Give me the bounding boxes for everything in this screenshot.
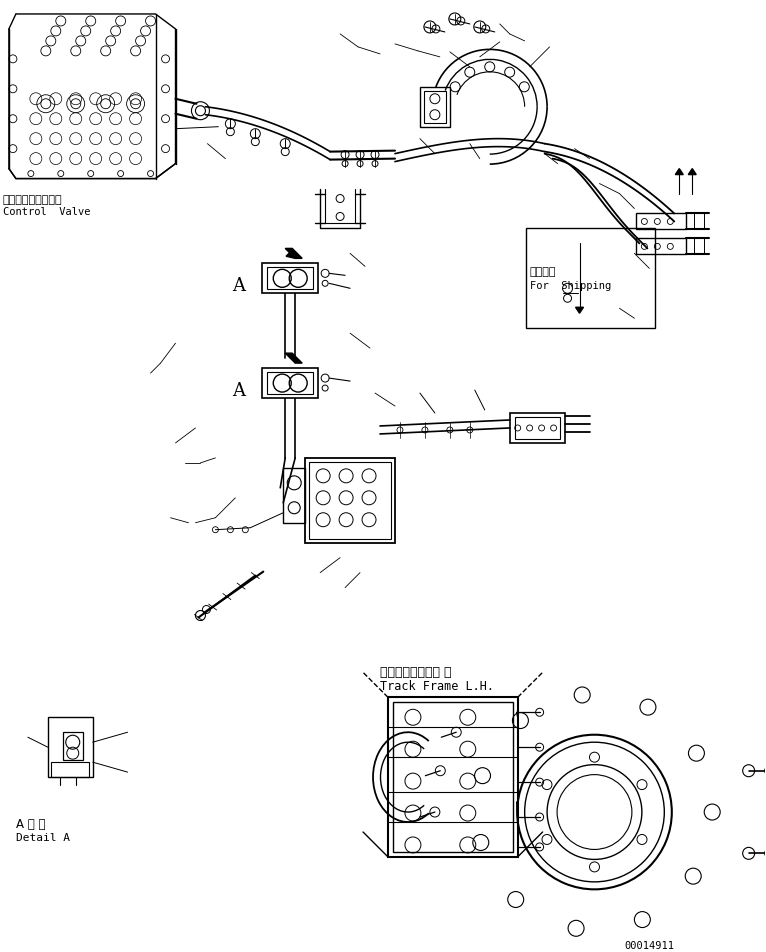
Polygon shape	[286, 250, 295, 259]
Text: A 詳 細: A 詳 細	[16, 817, 45, 830]
Bar	[267, 268, 313, 290]
Polygon shape	[676, 169, 683, 175]
Polygon shape	[689, 169, 696, 175]
Bar	[525, 229, 656, 328]
Polygon shape	[575, 307, 584, 314]
Bar	[305, 459, 395, 543]
Text: 00014911: 00014911	[624, 940, 674, 950]
Bar	[47, 718, 93, 777]
Bar	[515, 418, 560, 440]
Text: 運斐部品: 運斐部品	[529, 268, 556, 277]
Text: A: A	[232, 382, 245, 400]
Bar	[637, 214, 686, 230]
Bar	[283, 468, 305, 524]
Text: コントロールバルブ: コントロールバルブ	[3, 194, 63, 205]
Bar	[424, 91, 446, 124]
Text: Track Frame L.H.: Track Frame L.H.	[380, 680, 494, 693]
Text: Detail A: Detail A	[16, 832, 70, 843]
Bar	[262, 368, 318, 399]
Polygon shape	[285, 354, 303, 364]
Bar	[420, 88, 450, 128]
Text: For  Shipping: For Shipping	[529, 281, 611, 291]
Bar	[388, 698, 518, 857]
Bar	[267, 372, 313, 395]
Polygon shape	[285, 249, 303, 259]
Bar	[262, 264, 318, 294]
Text: トラックフレーム 左: トラックフレーム 左	[380, 665, 451, 679]
Bar	[51, 763, 89, 777]
Bar	[509, 413, 565, 444]
Bar	[637, 239, 686, 255]
Bar	[309, 463, 391, 539]
Text: A: A	[232, 277, 245, 295]
Bar	[63, 732, 83, 761]
Text: Control  Valve: Control Valve	[3, 207, 90, 216]
Bar	[393, 703, 512, 852]
